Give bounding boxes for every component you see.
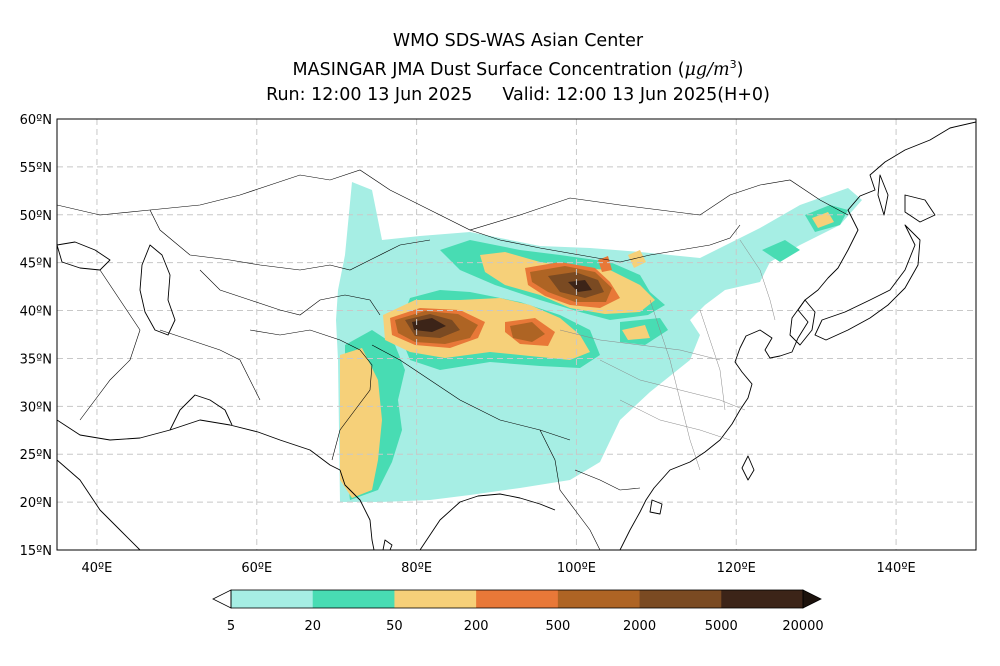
taiwan (741, 455, 755, 481)
russia-southern-border (57, 169, 849, 231)
lat-tick-label: 30ºN (20, 400, 52, 415)
title-line-3: Run: 12:00 13 Jun 2025 Valid: 12:00 13 Ju… (0, 85, 1000, 105)
title-close-paren: ) (736, 59, 744, 80)
arabian-coast (57, 419, 341, 471)
lat-tick-label: 20ºN (20, 496, 52, 511)
colorbar-frame (230, 589, 804, 609)
caspian-sea (139, 244, 176, 336)
colorbar-segment (721, 590, 804, 608)
black-sea (57, 241, 111, 271)
japan-honshu (814, 224, 921, 341)
lon-tick-label: 120ºE (717, 561, 756, 576)
dust-level-50 (622, 325, 650, 340)
colorbar-tick-label: 20 (304, 619, 321, 634)
dust-level-50 (340, 348, 382, 498)
map-frame (56, 118, 977, 551)
india-coastline (339, 469, 375, 550)
mongolia-border (469, 224, 741, 263)
coastlines (57, 121, 976, 550)
lon-tick-label: 140ºE (877, 561, 916, 576)
dust-level-20 (762, 240, 800, 262)
dust-level-5000 (568, 280, 592, 292)
myanmar-border (539, 429, 601, 550)
run-time: Run: 12:00 13 Jun 2025 (266, 85, 473, 105)
dust-level-500 (510, 322, 545, 342)
hainan (649, 499, 663, 515)
colorbar-segment (312, 590, 395, 608)
province-borders (559, 239, 776, 471)
province-line (559, 329, 721, 361)
sri-lanka (382, 539, 393, 550)
longitude-labels: 40ºE 60ºE 80ºE 100ºE 120ºE 140ºE (82, 561, 916, 576)
title-line-2: MASINGAR JMA Dust Surface Concentration … (0, 58, 1000, 80)
lon-tick-label: 100ºE (557, 561, 596, 576)
dust-concentration-layer (336, 182, 862, 502)
province-line (739, 239, 776, 321)
southeast-asia-borders (574, 469, 641, 491)
province-line (619, 399, 731, 441)
lon-tick-label: 60ºE (241, 561, 272, 576)
colorbar-segment (476, 590, 559, 608)
korea-peninsula (789, 299, 816, 346)
central-asia-borders (199, 269, 381, 316)
iran-border (159, 329, 261, 401)
kazakhstan-border (149, 209, 431, 271)
lat-tick-label: 40ºN (20, 305, 52, 320)
colorbar-tick-label: 5000 (705, 619, 738, 634)
province-line (599, 359, 746, 411)
colorbar-lower-extend (212, 589, 232, 609)
lat-tick-label: 15ºN (20, 544, 52, 559)
latitude-labels: 60ºN 55ºN 50ºN 45ºN 40ºN 35ºN 30ºN 25ºN 20ºN 15ºN (20, 113, 52, 559)
national-borders (57, 169, 849, 550)
colorbar-segment (639, 590, 722, 608)
lat-tick-label: 60ºN (20, 113, 52, 128)
lat-tick-label: 45ºN (20, 257, 52, 272)
colorbar-tick-label: 50 (386, 619, 403, 634)
valid-time: Valid: 12:00 13 Jun 2025(H+0) (502, 85, 770, 105)
persian-gulf-coast (169, 394, 233, 431)
gridlines (57, 119, 976, 550)
title-line-1: WMO SDS-WAS Asian Center (392, 31, 644, 51)
lat-tick-label: 25ºN (20, 448, 52, 463)
sakhalin (877, 174, 889, 216)
dust-level-50 (812, 212, 834, 228)
japan-hokkaido (904, 194, 936, 223)
colorbar-tick-label: 200 (464, 619, 489, 634)
colorbar-upper-extend (802, 589, 822, 609)
colorbar-tick-label: 500 (545, 619, 570, 634)
red-sea-coast (57, 459, 141, 550)
bay-of-bengal-coast (419, 493, 556, 550)
dust-level-50 (628, 250, 646, 268)
colorbar-tick-label: 5 (227, 619, 235, 634)
dust-level-5000 (412, 318, 446, 332)
colorbar: 5 20 50 200 500 2000 5000 20000 (212, 589, 824, 634)
lon-tick-label: 40ºE (82, 561, 113, 576)
colorbar-segment (557, 590, 641, 608)
colorbar-tick-label: 2000 (623, 619, 656, 634)
lat-tick-label: 50ºN (20, 209, 52, 224)
middle-east-borders (79, 269, 141, 421)
province-line (649, 299, 701, 471)
lon-tick-label: 80ºE (401, 561, 432, 576)
colorbar-segment (394, 590, 477, 608)
colorbar-tick-label: 20000 (782, 619, 823, 634)
asia-coastline (619, 121, 976, 550)
title-unit: μg/m (684, 59, 730, 80)
title-product: MASINGAR JMA Dust Surface Concentration … (292, 59, 685, 80)
province-line (699, 309, 726, 411)
lat-tick-label: 35ºN (20, 352, 52, 367)
title-unit-exponent: 3 (729, 58, 737, 71)
afghanistan-pakistan-border (249, 329, 373, 461)
lat-tick-label: 55ºN (20, 161, 52, 176)
colorbar-segment (231, 590, 314, 608)
